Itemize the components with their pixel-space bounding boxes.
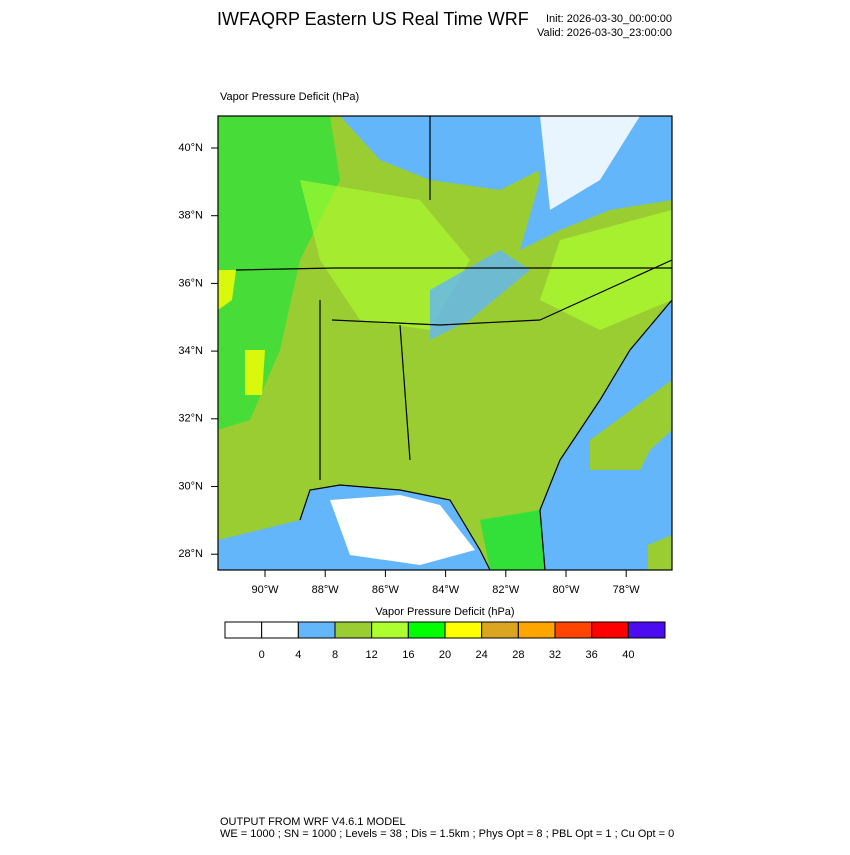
field-patch — [218, 270, 236, 310]
colorbar-box — [591, 621, 629, 639]
colorbar: 0 4 8 12 16 20 24 28 32 36 40 — [224, 621, 666, 661]
lat-label: 32°N — [178, 413, 203, 425]
lon-label: 78°W — [613, 584, 641, 596]
ocean-patch — [648, 535, 672, 570]
coastline — [299, 299, 673, 571]
field-patch — [300, 180, 470, 330]
colorbar-label: 8 — [332, 649, 338, 661]
lat-label: 30°N — [178, 480, 203, 492]
colorbar-label: 20 — [439, 649, 451, 661]
lat-label: 40°N — [178, 142, 203, 154]
lat-axis: 40°N 38°N 36°N 34°N 32°N 30°N 28°N — [178, 142, 218, 560]
lat-label: 38°N — [178, 210, 203, 222]
state-line — [331, 319, 541, 326]
map-frame — [217, 115, 673, 571]
lon-label: 88°W — [312, 584, 340, 596]
colorbar-label: 4 — [295, 649, 301, 661]
init-time: Init: 2026-03-30_00:00:00 — [546, 13, 672, 25]
field-patch — [340, 116, 540, 190]
gulf-patch — [330, 495, 475, 565]
colorbar-box — [334, 621, 373, 639]
colorbar-label: 0 — [259, 649, 265, 661]
colorbar-label: 28 — [512, 649, 524, 661]
title: IWFAQRP Eastern US Real Time WRF — [217, 9, 529, 29]
lon-label: 82°W — [492, 584, 520, 596]
colorbar-box — [481, 621, 519, 639]
state-line — [235, 267, 672, 271]
ocean-patch — [590, 380, 672, 470]
lon-axis: 90°W 88°W 86°W 84°W 82°W 80°W 78°W — [251, 570, 640, 596]
colorbar-label: 36 — [586, 649, 598, 661]
lon-label: 90°W — [251, 584, 279, 596]
colorbar-box — [261, 621, 299, 639]
colorbar-label: 40 — [622, 649, 634, 661]
colorbar-box — [517, 621, 556, 639]
colorbar-label: 24 — [476, 649, 488, 661]
colorbar-box — [407, 621, 446, 639]
colorbar-box — [224, 621, 263, 639]
colorbar-label: 32 — [549, 649, 561, 661]
colorbar-title: Vapor Pressure Deficit (hPa) — [375, 606, 514, 618]
lat-label: 36°N — [178, 277, 203, 289]
colorbar-box — [627, 621, 666, 639]
colorbar-label: 12 — [366, 649, 378, 661]
field-patch — [540, 116, 640, 210]
field-patch — [245, 350, 265, 395]
lon-label: 86°W — [372, 584, 400, 596]
footer-line: WE = 1000 ; SN = 1000 ; Levels = 38 ; Di… — [220, 828, 674, 840]
colorbar-box — [444, 621, 483, 639]
valid-time: Valid: 2026-03-30_23:00:00 — [537, 27, 672, 39]
colorbar-box — [297, 621, 336, 639]
field-patch — [540, 210, 672, 330]
field-patch — [430, 250, 530, 340]
map — [217, 115, 673, 571]
footer-line: OUTPUT FROM WRF V4.6.1 MODEL — [220, 816, 406, 828]
colorbar-label: 16 — [402, 649, 414, 661]
lat-label: 34°N — [178, 345, 203, 357]
lon-label: 80°W — [552, 584, 580, 596]
map-title: Vapor Pressure Deficit (hPa) — [220, 91, 359, 103]
florida — [480, 510, 545, 570]
lat-label: 28°N — [178, 548, 203, 560]
colorbar-box — [371, 621, 409, 639]
colorbar-box — [554, 621, 593, 639]
state-line — [319, 116, 673, 480]
lon-label: 84°W — [432, 584, 460, 596]
